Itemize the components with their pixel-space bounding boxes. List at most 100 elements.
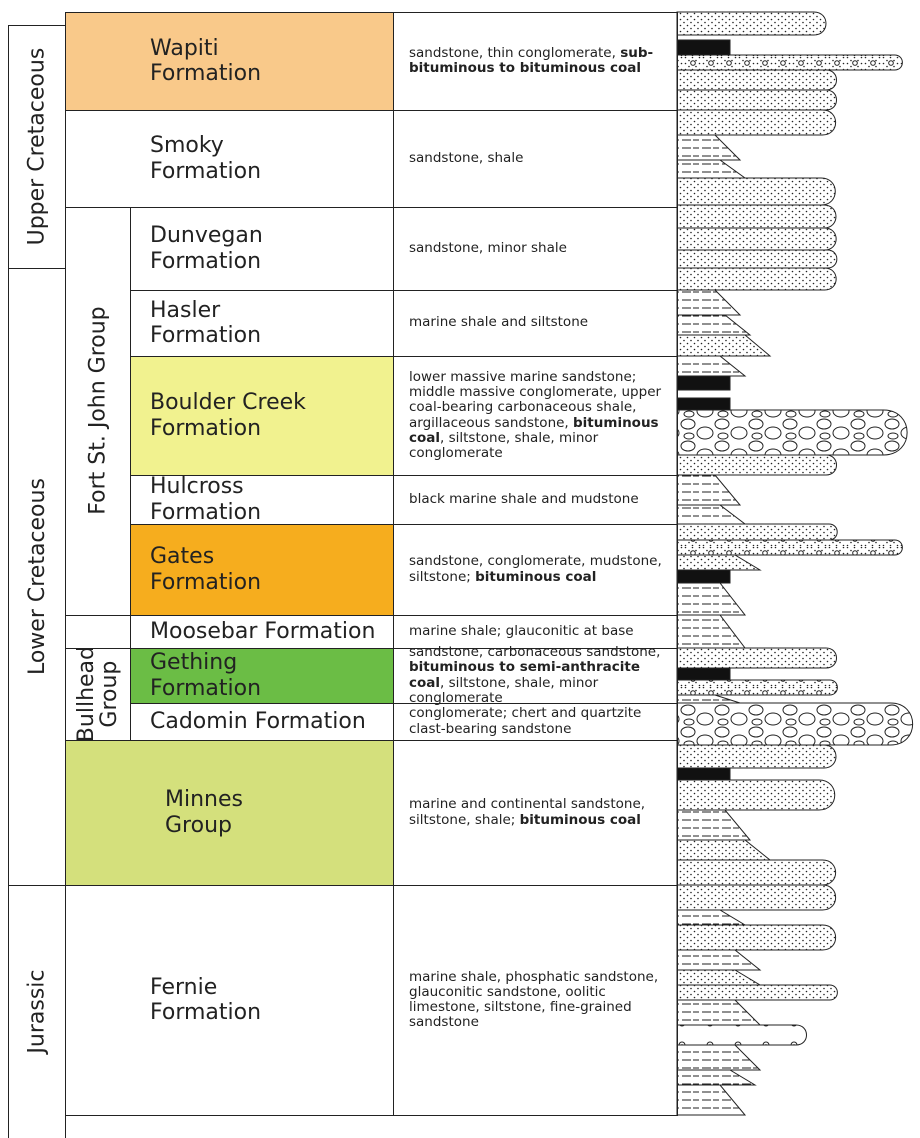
unit-name-line: Dunvegan xyxy=(150,223,263,249)
group-label: Fort St. John Group xyxy=(85,306,111,516)
unit-desc-text: sandstone, shale xyxy=(409,150,523,166)
period-label: Jurassic xyxy=(24,969,50,1054)
unit-desc-text: conglomerate; chert and quartzite clast-… xyxy=(409,706,665,736)
lithology-bed xyxy=(676,1044,762,1071)
lithology-bed xyxy=(676,779,836,811)
lithology-bed xyxy=(676,582,747,616)
lithology-bed xyxy=(676,679,838,696)
desc-segment: bituminous coal xyxy=(475,568,597,585)
group-label-wrap: Fort St. John Group xyxy=(65,207,131,615)
unit-desc: black marine shale and mudstone xyxy=(393,475,677,524)
unit-name: Dunvegan Formation xyxy=(150,207,390,290)
unit-name-line: Hasler xyxy=(150,298,390,323)
unit-desc-text: black marine shale and mudstone xyxy=(409,490,639,507)
unit-name-line: Formation xyxy=(150,675,262,701)
unit-name-line: Group xyxy=(165,813,405,838)
desc-segment: marine shale, phosphatic sandstone, glau… xyxy=(409,968,659,1031)
lithology-bed xyxy=(676,614,747,649)
desc-segment: sub-bituminous to bituminous coal xyxy=(409,44,654,76)
lithology-bed xyxy=(676,523,838,541)
unit-name-line: Gates xyxy=(150,544,390,569)
desc-segment: sandstone, carbonaceous sandstone, xyxy=(409,644,661,661)
unit-desc: sandstone, minor shale xyxy=(393,207,677,290)
unit-name-line: Formation xyxy=(150,159,390,184)
unit-name-line: Formation xyxy=(150,416,390,441)
unit-name-line: Formation xyxy=(150,1000,262,1025)
lithology-bed xyxy=(676,554,762,571)
lithology-bed xyxy=(676,89,837,111)
desc-segment: bituminous coal xyxy=(519,811,641,828)
unit-name-line: Formation xyxy=(150,500,390,525)
unit-desc-text: sandstone, minor shale xyxy=(409,239,567,256)
unit-name-line: Formation xyxy=(150,61,262,86)
unit-name-line: Gething xyxy=(150,650,390,675)
unit-desc-text: marine shale and siltstone xyxy=(409,315,588,330)
unit-name-line: Smoky xyxy=(150,133,224,159)
unit-name-line: Formation xyxy=(150,158,262,184)
unit-desc: marine shale, phosphatic sandstone, glau… xyxy=(393,885,677,1115)
lithology-bed xyxy=(676,375,731,391)
unit-desc-text: marine shale, phosphatic sandstone, glau… xyxy=(409,968,665,1031)
lithology-bed xyxy=(676,11,827,36)
lithology-bed xyxy=(676,1084,747,1116)
unit-name-cell xyxy=(65,885,394,1116)
lithology-bed xyxy=(676,54,903,71)
lithology-bed xyxy=(676,397,731,411)
lithology-bed xyxy=(676,924,837,951)
desc-segment: lower massive marine sandstone; middle m… xyxy=(409,369,662,431)
lithology-bed xyxy=(676,334,772,357)
unit-name-line: Formation xyxy=(150,415,262,441)
unit-name-line: Gething xyxy=(150,650,238,676)
lithology-bed xyxy=(676,984,838,1001)
group-label: Group xyxy=(97,660,122,728)
desc-segment: marine shale and siltstone xyxy=(409,314,589,331)
unit-desc: sandstone, conglomerate, mudstone, silts… xyxy=(393,524,677,615)
lithology-bed xyxy=(676,267,837,291)
unit-name-cell xyxy=(65,110,394,208)
lithology-bed xyxy=(676,69,837,91)
period-label-wrap: Upper Cretaceous xyxy=(8,25,66,268)
unit-name-line: Formation xyxy=(150,323,262,348)
unit-name-line: Moosebar Formation xyxy=(150,619,390,644)
unit-name-line: Hulcross xyxy=(150,474,244,500)
unit-name-cell xyxy=(130,648,394,704)
unit-name-line: Group xyxy=(165,812,232,838)
unit-desc: lower massive marine sandstone; middle m… xyxy=(393,356,677,475)
unit-name-line: Hulcross xyxy=(150,474,390,499)
period-label: Upper Cretaceous xyxy=(24,48,49,246)
lithology-bed xyxy=(676,949,762,971)
lithology-bed xyxy=(676,177,836,206)
unit-name-line: Formation xyxy=(150,61,390,86)
lithology-bed xyxy=(676,109,837,136)
lithology-bed xyxy=(676,474,742,506)
lithology-bed xyxy=(676,909,747,926)
period-label: Lower Cretaceous xyxy=(24,478,50,675)
unit-name-line: Formation xyxy=(150,248,262,274)
unit-desc: sandstone, shale xyxy=(393,110,677,207)
lithology-bed xyxy=(676,289,742,316)
lithology-bed xyxy=(676,134,742,161)
lithology-bed xyxy=(676,249,838,269)
unit-name: Gates Formation xyxy=(150,524,390,615)
unit-name: Moosebar Formation xyxy=(150,615,390,648)
desc-segment: , siltstone, shale, minor conglomerate xyxy=(409,674,599,706)
unit-name-cell xyxy=(130,356,394,476)
lithology-bed xyxy=(676,694,741,704)
unit-name-line: Formation xyxy=(150,1000,390,1025)
lithology-bed xyxy=(676,884,837,911)
unit-desc-text: lower massive marine sandstone; middle m… xyxy=(409,370,665,461)
lithology-bed xyxy=(676,39,731,56)
lithology-bed xyxy=(676,355,747,377)
unit-name-line: Cadomin Formation xyxy=(150,708,366,734)
lithology-bed xyxy=(676,767,731,781)
desc-segment: conglomerate; chert and quartzite clast-… xyxy=(409,705,642,737)
desc-segment: black marine shale and mudstone xyxy=(409,490,639,507)
unit-name-line: Dunvegan xyxy=(150,223,390,248)
unit-desc-text: sandstone, carbonaceous sandstone, bitum… xyxy=(409,645,665,705)
group-label-wrap: Bullhead Group xyxy=(65,646,131,742)
unit-name-line: Wapiti xyxy=(150,35,219,61)
period-label: Jurassic xyxy=(24,969,50,1054)
desc-segment: sandstone, minor shale xyxy=(409,239,567,256)
unit-name: Minnes Group xyxy=(165,740,405,885)
